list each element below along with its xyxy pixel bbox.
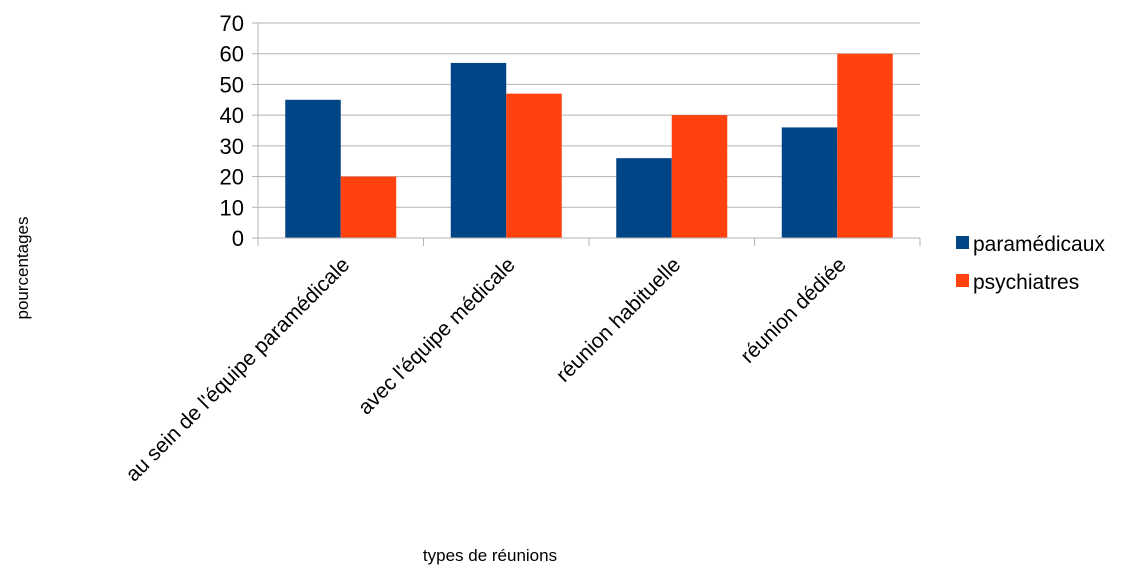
bar bbox=[671, 115, 728, 238]
y-tick-label: 30 bbox=[220, 134, 244, 159]
y-tick-label: 0 bbox=[232, 226, 244, 251]
legend: paramédicaux psychiatres bbox=[956, 233, 1105, 294]
y-axis-title: pourcentages bbox=[13, 216, 32, 319]
x-tick-label: au sein de l'équipe paramédicale bbox=[121, 253, 354, 486]
x-tick-label: réunion dédiée bbox=[736, 253, 851, 368]
legend-label: psychiatres bbox=[973, 271, 1079, 294]
bar bbox=[781, 127, 838, 238]
legend-label: paramédicaux bbox=[973, 233, 1105, 256]
y-tick-label: 60 bbox=[220, 42, 244, 67]
x-tick-label: avec l'équipe médicale bbox=[354, 253, 520, 419]
axes: 0 10 20 30 40 50 60 70 au sein de l'équipe param… bbox=[121, 11, 921, 486]
x-tick-label: réunion habituelle bbox=[552, 253, 685, 386]
bars bbox=[285, 53, 893, 239]
legend-swatch bbox=[956, 274, 969, 287]
y-tick-label: 10 bbox=[220, 195, 244, 220]
bar bbox=[450, 62, 507, 238]
bar bbox=[506, 93, 562, 239]
bar bbox=[837, 53, 893, 238]
bar bbox=[285, 99, 341, 239]
bar bbox=[616, 158, 672, 238]
y-tick-label: 70 bbox=[220, 11, 244, 36]
y-tick-label: 20 bbox=[220, 165, 244, 190]
legend-swatch bbox=[956, 236, 969, 249]
y-tick-label: 50 bbox=[220, 72, 244, 97]
y-tick-label: 40 bbox=[220, 103, 244, 128]
x-axis-title: types de réunions bbox=[423, 546, 557, 565]
bar bbox=[340, 176, 397, 238]
